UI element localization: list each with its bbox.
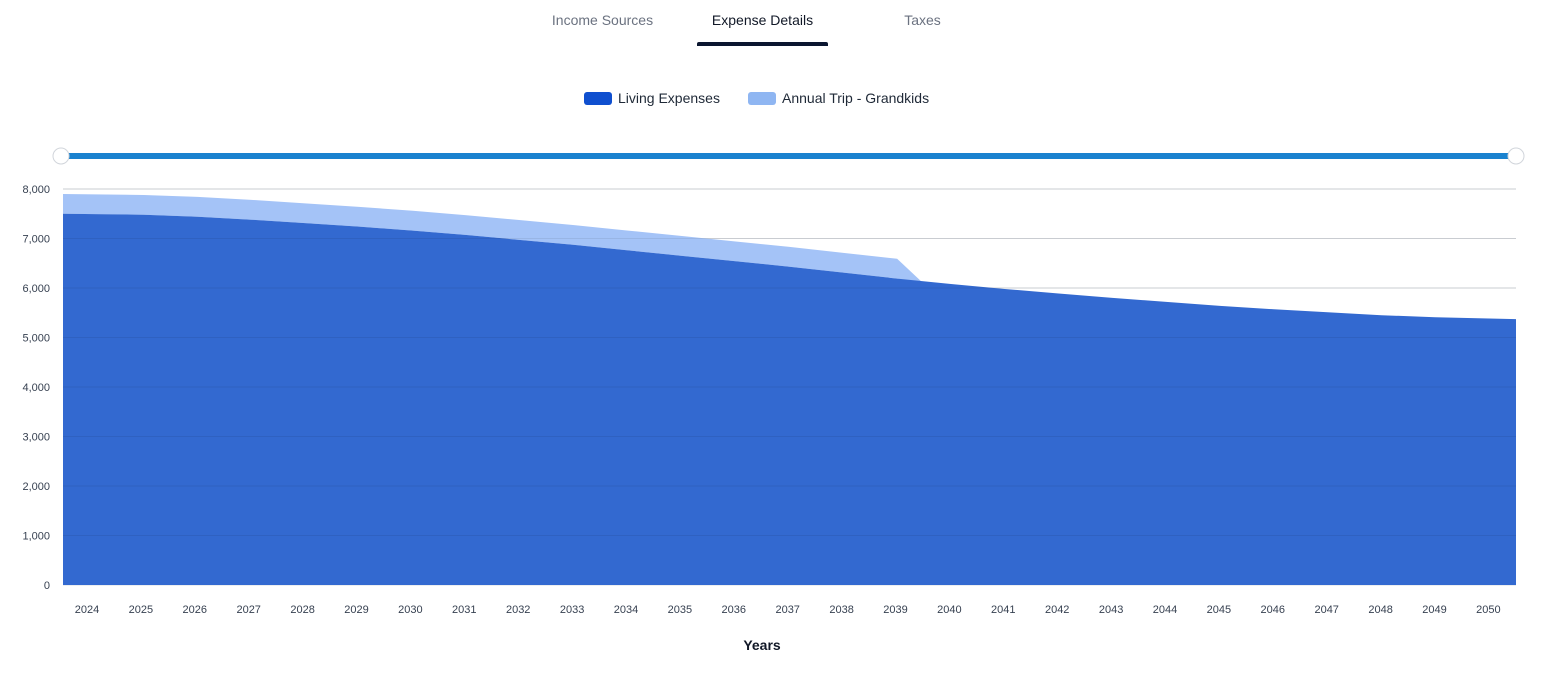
- tab-income-sources[interactable]: Income Sources: [551, 12, 654, 28]
- y-tick-label-3: 3,000: [22, 432, 50, 444]
- x-tick-label-2024: 2024: [75, 604, 99, 616]
- legend-item-living-expenses[interactable]: Living Expenses: [584, 88, 720, 108]
- x-tick-label-2047: 2047: [1314, 604, 1338, 616]
- x-tick-label-2039: 2039: [883, 604, 907, 616]
- range-slider-start-handle[interactable]: [52, 147, 70, 165]
- y-tick-label-2: 2,000: [22, 481, 50, 493]
- y-tick-label-6: 6,000: [22, 283, 50, 295]
- tab-bar: Income Sources Expense Details Taxes: [0, 0, 1543, 46]
- y-tick-label-7: 7,000: [22, 234, 50, 246]
- x-axis-title: Years: [743, 637, 781, 653]
- area-living-expenses: [63, 213, 1516, 585]
- x-tick-label-2029: 2029: [344, 604, 368, 616]
- x-tick-label-2034: 2034: [614, 604, 638, 616]
- x-tick-label-2048: 2048: [1368, 604, 1392, 616]
- legend-item-annual-trip[interactable]: Annual Trip - Grandkids: [748, 88, 929, 108]
- x-tick-label-2042: 2042: [1045, 604, 1069, 616]
- y-tick-label-4: 4,000: [22, 382, 50, 394]
- legend-swatch-annual-trip: [748, 91, 776, 105]
- x-tick-label-2043: 2043: [1099, 604, 1123, 616]
- x-tick-label-2038: 2038: [829, 604, 853, 616]
- x-tick-label-2028: 2028: [290, 604, 314, 616]
- legend-swatch-living-expenses: [584, 91, 612, 105]
- x-tick-label-2040: 2040: [937, 604, 961, 616]
- x-tick-label-2050: 2050: [1476, 604, 1500, 616]
- x-tick-label-2037: 2037: [775, 604, 799, 616]
- tab-expense-details[interactable]: Expense Details: [697, 0, 828, 46]
- y-tick-label-8: 8,000: [22, 184, 50, 196]
- x-tick-label-2033: 2033: [560, 604, 584, 616]
- x-tick-label-2046: 2046: [1261, 604, 1285, 616]
- x-tick-label-2036: 2036: [722, 604, 746, 616]
- y-tick-label-5: 5,000: [22, 333, 50, 345]
- x-tick-label-2044: 2044: [1153, 604, 1177, 616]
- x-tick-label-2049: 2049: [1422, 604, 1446, 616]
- x-tick-label-2045: 2045: [1207, 604, 1231, 616]
- x-tick-label-2032: 2032: [506, 604, 530, 616]
- x-tick-label-2030: 2030: [398, 604, 422, 616]
- legend-label-annual-trip: Annual Trip - Grandkids: [782, 90, 930, 106]
- x-tick-label-2031: 2031: [452, 604, 476, 616]
- y-tick-label-0: 0: [44, 580, 50, 592]
- area-annual-trip-grandkids: [63, 193, 925, 285]
- x-tick-label-2041: 2041: [991, 604, 1015, 616]
- chart-legend: Living Expenses Annual Trip - Grandkids: [0, 88, 1543, 108]
- y-tick-label-1: 1,000: [22, 531, 50, 543]
- range-slider-end-handle[interactable]: [1507, 147, 1525, 165]
- legend-label-living-expenses: Living Expenses: [618, 90, 720, 106]
- x-tick-label-2026: 2026: [183, 604, 207, 616]
- x-tick-label-2035: 2035: [668, 604, 692, 616]
- tab-taxes[interactable]: Taxes: [904, 12, 941, 28]
- x-tick-label-2025: 2025: [129, 604, 153, 616]
- x-tick-label-2027: 2027: [236, 604, 260, 616]
